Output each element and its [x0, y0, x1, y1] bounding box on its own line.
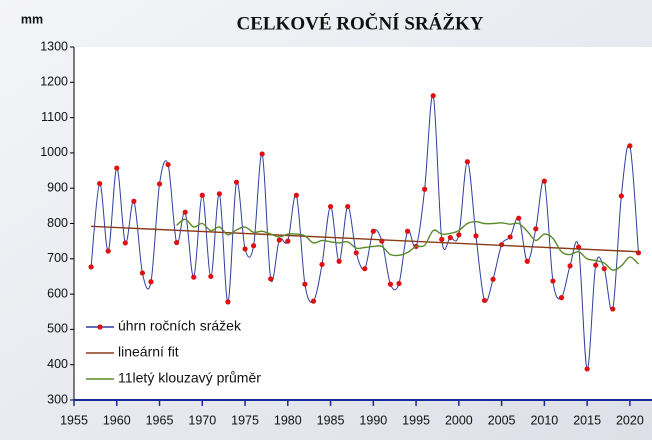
legend-box — [76, 315, 294, 397]
legend-label: 11letý klouzavý průměr — [118, 370, 261, 386]
data-point — [336, 258, 342, 264]
y-tick-label: 700 — [47, 251, 68, 265]
data-point — [524, 258, 530, 264]
chart-title: CELKOVÉ ROČNÍ SRÁŽKY — [236, 12, 483, 34]
y-tick-label: 1100 — [41, 110, 68, 124]
data-point — [387, 281, 394, 287]
data-point — [310, 298, 317, 304]
data-point — [165, 161, 171, 168]
x-tick-label: 2005 — [488, 413, 516, 427]
y-tick-label: 600 — [47, 286, 68, 300]
data-point — [601, 266, 607, 272]
data-point — [174, 239, 180, 246]
data-point — [208, 273, 214, 280]
data-point — [507, 234, 513, 240]
y-axis-label: mm — [21, 12, 43, 26]
data-point — [114, 165, 120, 171]
legend-label: lineární fit — [118, 344, 179, 360]
y-tick-label: 1300 — [40, 39, 68, 53]
y-tick-label: 400 — [47, 357, 68, 371]
x-tick-label: 1960 — [103, 413, 131, 427]
data-point — [370, 228, 376, 234]
x-tick-label: 2020 — [616, 413, 644, 427]
data-point — [285, 238, 291, 244]
data-point — [490, 276, 496, 282]
x-tick-label: 1995 — [402, 413, 430, 427]
data-point — [199, 192, 205, 198]
data-point — [156, 181, 163, 187]
data-point — [627, 143, 633, 149]
x-tick-label: 1975 — [231, 413, 259, 427]
legend-marker — [97, 324, 103, 330]
x-tick-label: 1955 — [60, 413, 88, 427]
y-tick-label: 300 — [47, 392, 68, 406]
data-point — [148, 279, 154, 285]
data-point — [610, 306, 616, 312]
x-tick-label: 2000 — [445, 413, 473, 427]
series-line — [176, 218, 639, 271]
data-point — [345, 203, 351, 210]
x-tick-label: 1985 — [317, 413, 345, 427]
x-tick-label: 2010 — [530, 413, 558, 427]
series-line — [91, 225, 639, 253]
data-point — [131, 198, 137, 204]
data-point — [473, 233, 479, 239]
y-tick-label: 1200 — [40, 75, 68, 89]
data-point — [618, 193, 624, 199]
data-point — [541, 178, 547, 184]
x-tick-label: 1970 — [188, 413, 216, 427]
data-point — [533, 226, 539, 232]
data-point — [268, 276, 274, 282]
data-point — [242, 246, 248, 252]
data-point — [216, 191, 222, 197]
data-point — [88, 264, 94, 270]
data-point — [439, 236, 445, 242]
data-point — [233, 179, 240, 185]
data-point — [593, 262, 599, 268]
data-point — [584, 366, 590, 372]
x-tick-label: 1980 — [274, 413, 302, 427]
data-point — [430, 93, 436, 99]
data-point — [259, 151, 265, 157]
data-point — [250, 243, 257, 249]
data-point — [122, 240, 128, 246]
data-point — [139, 270, 146, 276]
data-point — [516, 215, 522, 221]
data-point — [276, 237, 282, 243]
data-point — [362, 266, 368, 272]
data-point — [293, 192, 299, 198]
data-point — [396, 280, 402, 287]
data-point — [456, 232, 462, 238]
data-point — [191, 274, 197, 280]
data-point — [447, 235, 453, 241]
data-point — [105, 248, 111, 254]
data-point — [182, 209, 188, 215]
data-point — [327, 203, 334, 210]
x-tick-label: 2015 — [573, 413, 601, 427]
y-tick-label: 500 — [47, 322, 68, 336]
y-tick-label: 900 — [47, 180, 68, 194]
data-point — [558, 295, 565, 301]
data-point — [302, 281, 308, 287]
x-tick-label: 1990 — [359, 413, 387, 427]
data-point — [404, 228, 411, 234]
data-point — [422, 186, 428, 192]
data-point — [464, 159, 471, 165]
data-point — [97, 181, 103, 187]
x-tick-label: 1965 — [146, 413, 174, 427]
data-point — [550, 278, 556, 284]
data-point — [225, 299, 231, 305]
y-tick-label: 1000 — [40, 145, 68, 159]
data-point — [353, 250, 359, 256]
data-point — [481, 297, 488, 304]
data-point — [567, 263, 573, 269]
y-tick-label: 800 — [47, 216, 68, 230]
series-line — [90, 94, 639, 370]
data-point — [319, 261, 325, 268]
legend-label: úhrn ročních srážek — [118, 318, 242, 334]
